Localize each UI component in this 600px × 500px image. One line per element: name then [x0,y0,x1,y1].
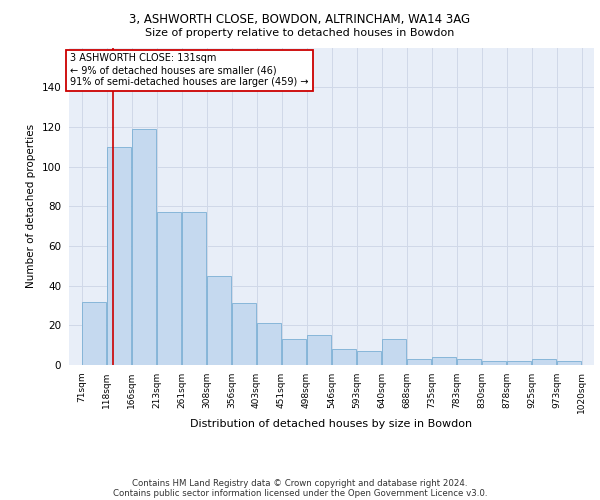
Text: Contains public sector information licensed under the Open Government Licence v3: Contains public sector information licen… [113,488,487,498]
Bar [107,146,131,365]
Bar [282,339,306,365]
Text: 3 ASHWORTH CLOSE: 131sqm
← 9% of detached houses are smaller (46)
91% of semi-de: 3 ASHWORTH CLOSE: 131sqm ← 9% of detache… [70,54,309,86]
Y-axis label: Number of detached properties: Number of detached properties [26,124,36,288]
Bar [257,324,281,365]
Bar [432,357,456,365]
Bar [507,361,531,365]
Bar [182,212,206,365]
Bar [82,302,106,365]
Bar [207,276,231,365]
Text: Contains HM Land Registry data © Crown copyright and database right 2024.: Contains HM Land Registry data © Crown c… [132,478,468,488]
Bar [407,359,431,365]
Text: 3, ASHWORTH CLOSE, BOWDON, ALTRINCHAM, WA14 3AG: 3, ASHWORTH CLOSE, BOWDON, ALTRINCHAM, W… [130,12,470,26]
Text: Size of property relative to detached houses in Bowdon: Size of property relative to detached ho… [145,28,455,38]
Bar [382,339,406,365]
Bar [482,361,506,365]
Bar [532,359,556,365]
Bar [157,212,181,365]
Bar [357,351,381,365]
Bar [232,304,256,365]
Bar [132,129,156,365]
Bar [332,349,356,365]
Bar [457,359,481,365]
Bar [307,335,331,365]
X-axis label: Distribution of detached houses by size in Bowdon: Distribution of detached houses by size … [190,419,473,429]
Bar [557,361,581,365]
